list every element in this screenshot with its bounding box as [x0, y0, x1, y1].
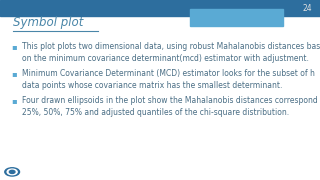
- Text: Symbol plot: Symbol plot: [13, 16, 84, 29]
- Text: ▪: ▪: [11, 42, 17, 51]
- Text: Four drawn ellipsoids in the plot show the Mahalanobis distances correspond to
2: Four drawn ellipsoids in the plot show t…: [22, 96, 320, 117]
- Text: This plot plots two dimensional data, using robust Mahalanobis distances based
o: This plot plots two dimensional data, us…: [22, 42, 320, 64]
- Text: 24: 24: [302, 4, 312, 13]
- Text: Minimum Covariance Determinant (MCD) estimator looks for the subset of h
data po: Minimum Covariance Determinant (MCD) est…: [22, 69, 315, 90]
- Text: ▪: ▪: [11, 96, 17, 105]
- Text: ▪: ▪: [11, 69, 17, 78]
